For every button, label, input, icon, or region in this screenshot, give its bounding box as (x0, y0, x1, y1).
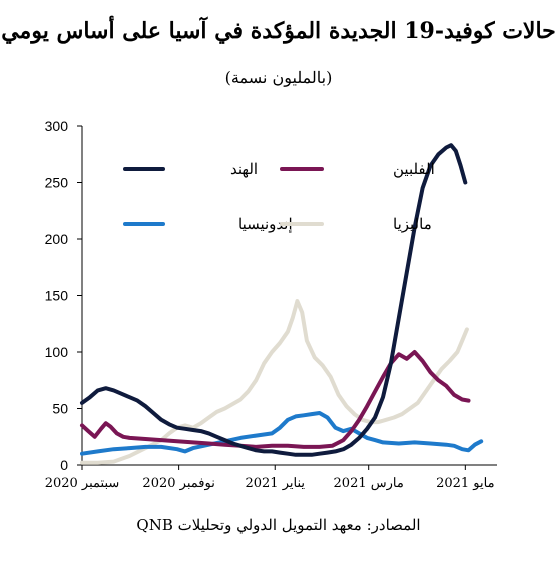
chart-title: حالات كوفيد-19 الجديدة المؤكدة في آسيا ع… (1, 18, 556, 44)
x-tick-label: سبتمبر 2020 (45, 476, 120, 491)
y-tick-label: 50 (52, 401, 68, 417)
axes-layer: 0 50 100 150 200 250 300 سبتمبر 2020 نوفمبر 2020… (45, 118, 497, 491)
y-tick-label: 100 (45, 344, 69, 360)
legend-label-3: ماليزيا (393, 215, 432, 233)
series-layer (80, 143, 484, 465)
y-tick-label: 250 (45, 175, 69, 191)
chart-subtitle: (بالمليون نسمة) (224, 68, 333, 87)
series-line-3 (80, 299, 469, 465)
chart-source: المصادر: معهد التمويل الدولي وتحليلات QN… (136, 516, 421, 534)
x-tick-label: نوفمبر 2020 (142, 476, 214, 491)
x-tick-label: يناير 2021 (245, 476, 305, 491)
legend-label-2: إندونيسيا (238, 215, 293, 233)
legend-label-1: الفلبين (393, 160, 435, 178)
y-tick-label: 150 (45, 288, 69, 304)
y-tick-label: 300 (45, 118, 69, 134)
series-line-2 (80, 411, 484, 456)
x-tick-label: مارس 2021 (334, 476, 404, 491)
y-tick-label: 200 (45, 231, 69, 247)
x-tick-label: مايو 2021 (436, 476, 494, 491)
y-tick-label: 0 (60, 457, 68, 473)
series-line-0 (80, 143, 468, 457)
series-line-1 (80, 350, 471, 449)
legend-layer: الهند الفلبين إندونيسيا ماليزيا (123, 160, 435, 233)
legend-label-0: الهند (230, 160, 258, 178)
